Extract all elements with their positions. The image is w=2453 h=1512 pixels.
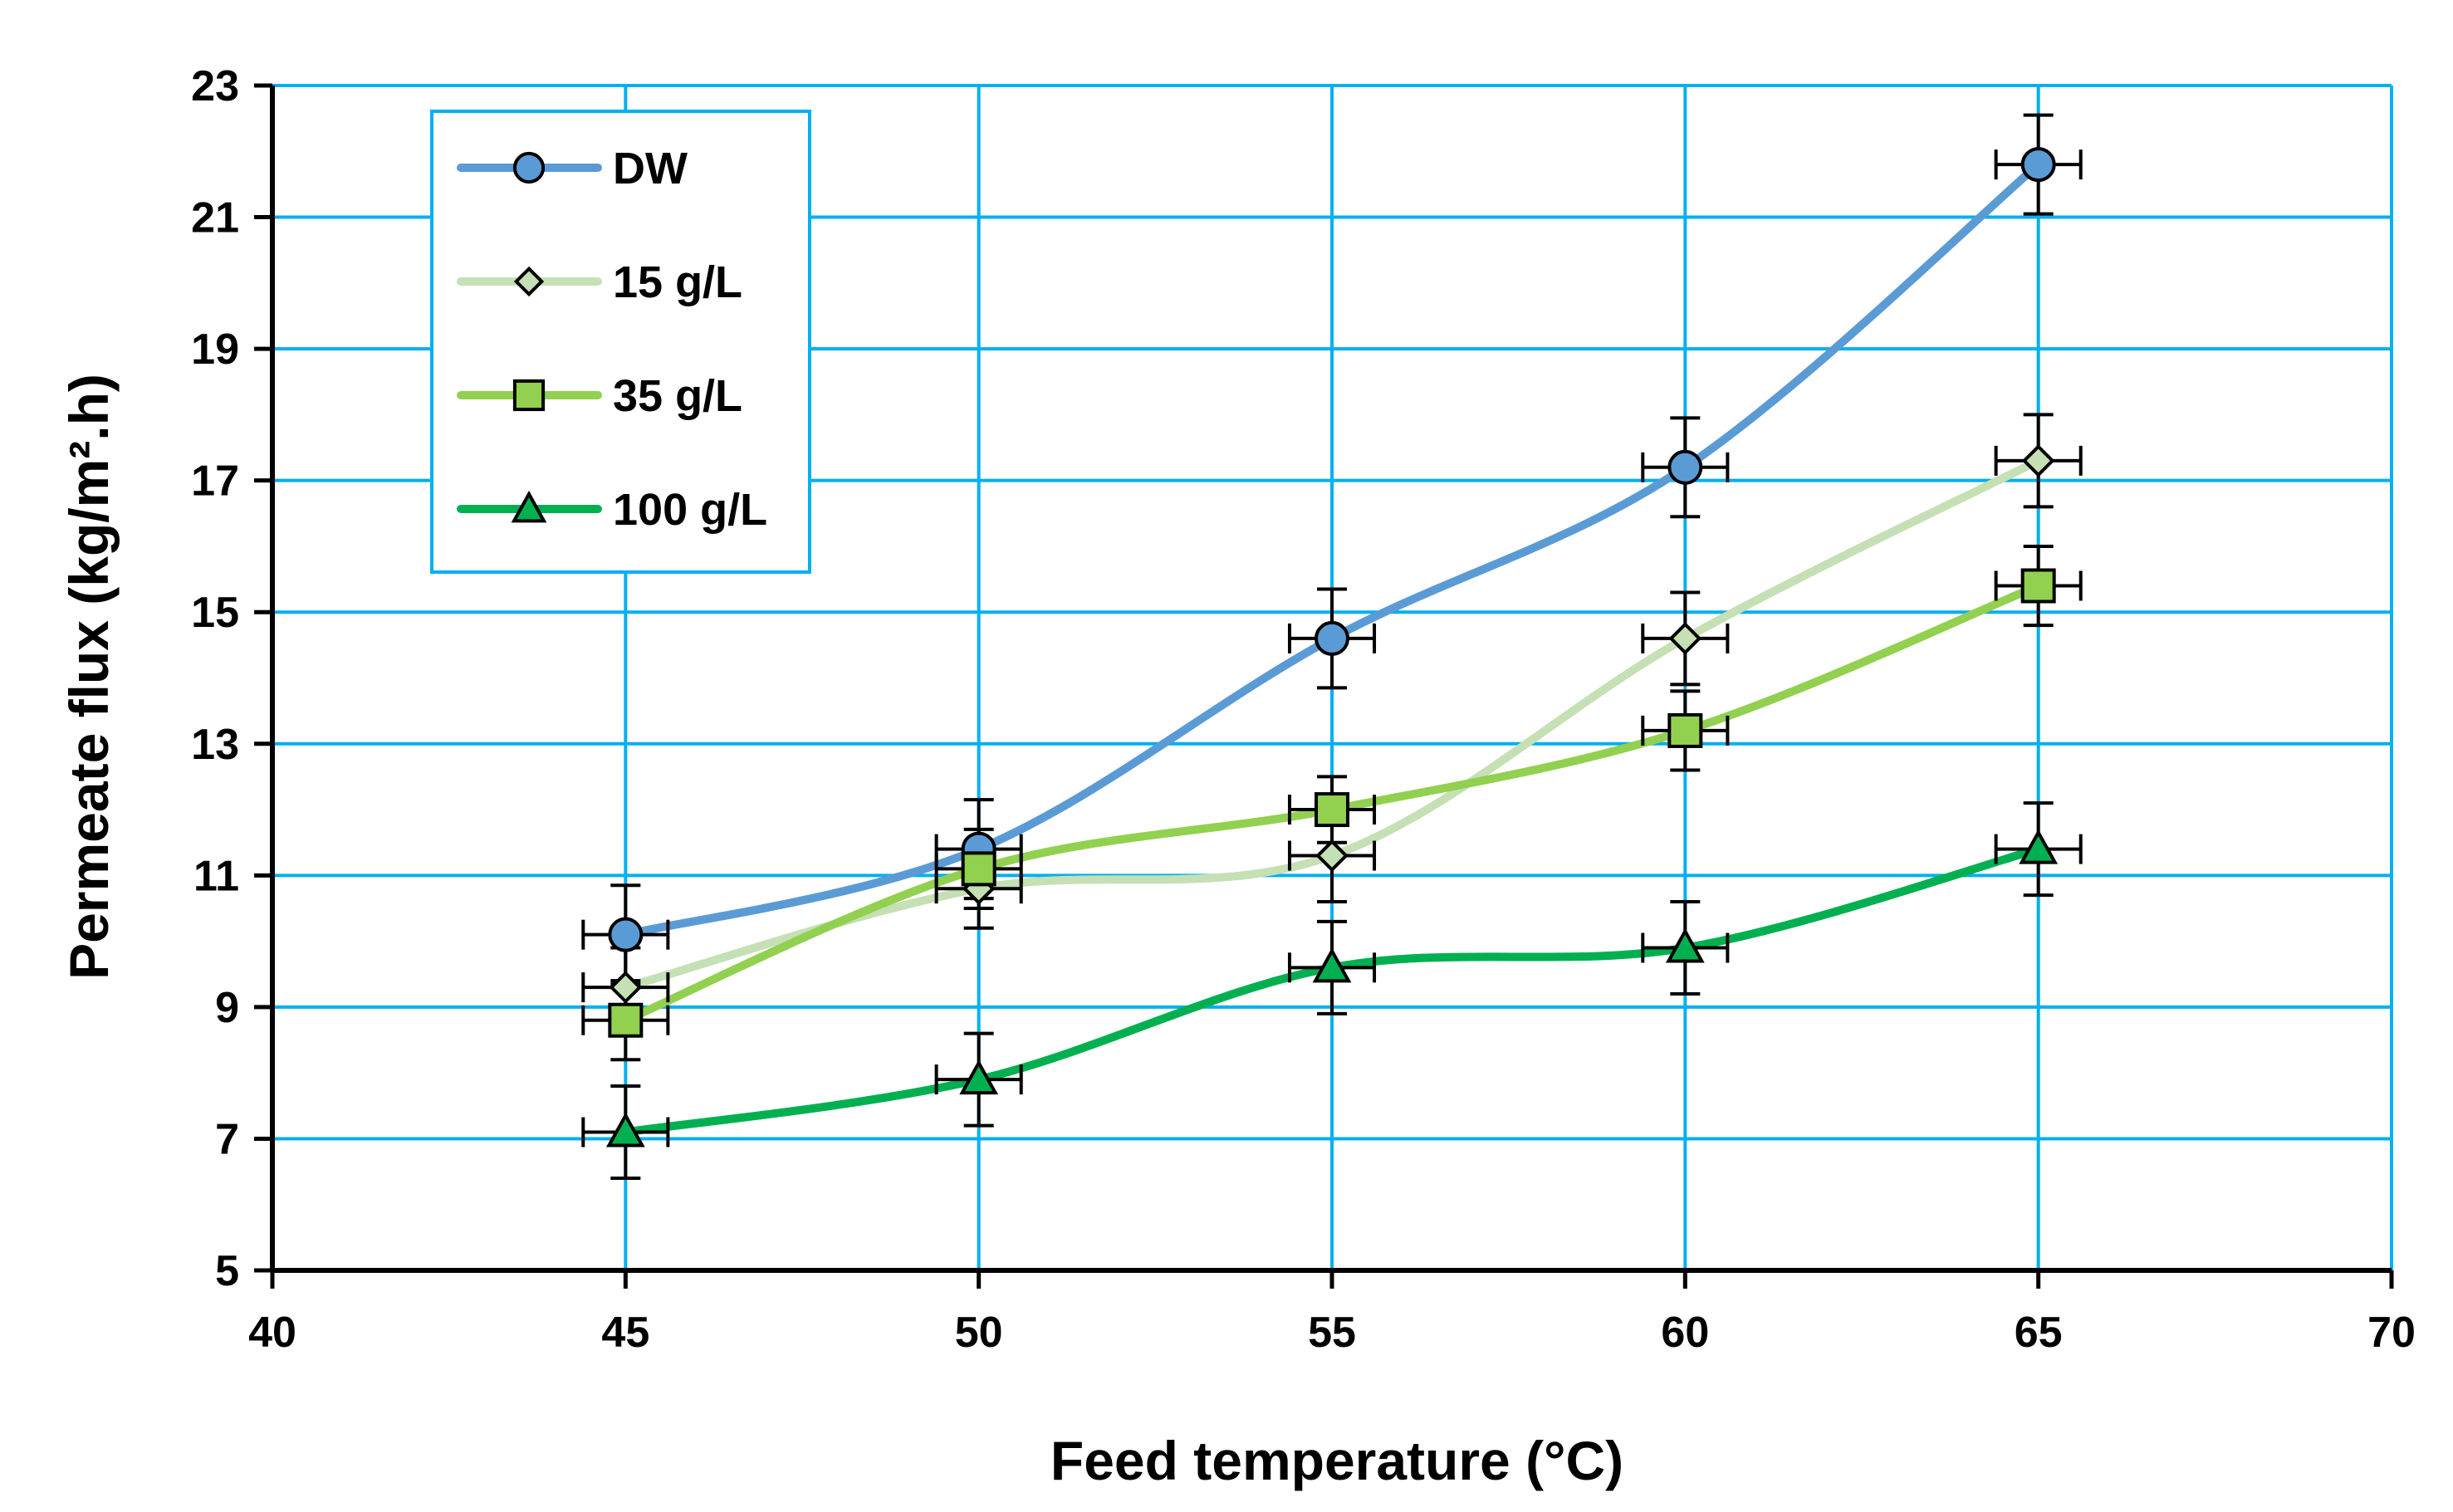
x-tick-labels: 40 45 50 55 60 65 70 [248,1309,2416,1357]
y-tick-label: 9 [215,984,239,1032]
x-tick-label: 55 [1308,1309,1356,1357]
y-tick-label: 19 [191,325,239,374]
x-tick-label: 40 [248,1309,296,1357]
x-tick-label: 50 [955,1309,1003,1357]
marker-triangle [1312,947,1352,983]
y-tick-label: 7 [215,1115,239,1163]
y-tick-label: 13 [191,721,239,769]
marker-circle [2020,147,2056,183]
y-tick-labels: 5 7 9 11 13 15 17 19 21 23 [191,62,239,1295]
x-tick-label: 65 [2015,1309,2063,1357]
y-tick-label: 5 [215,1247,239,1295]
y-tick-label: 17 [191,458,239,506]
legend-box [430,110,811,574]
marker-circle [608,917,644,952]
marker-diamond [609,971,643,1004]
marker-circle [512,151,546,184]
y-tick-label: 15 [191,589,239,637]
x-tick-label: 60 [1661,1309,1709,1357]
marker-triangle [1665,927,1705,963]
y-tick-label: 23 [191,62,239,110]
legend-label: 15 g/L [613,257,742,307]
marker-square [608,1002,644,1038]
y-axis-title: Permeate flux (kg/m².h) [58,374,120,980]
y-tick-label: 11 [193,852,239,900]
x-tick-label: 70 [2367,1309,2416,1357]
marker-diamond [1315,839,1349,873]
x-axis-title: Feed temperature (°C) [1050,1430,1623,1491]
marker-circle [1315,620,1349,656]
plot-series [581,113,2083,1181]
axes [254,83,2394,1289]
marker-triangle [511,490,547,523]
legend-label: DW [613,144,688,193]
legend: DW 15 g/L 35 g/L 100 g/L [430,110,811,574]
marker-square [512,379,546,412]
legend-label: 100 g/L [613,485,767,535]
marker-square [961,851,996,887]
marker-square [1667,712,1703,748]
y-tick-label: 21 [191,194,239,242]
marker-diamond [513,266,545,297]
marker-diamond [1668,622,1702,655]
marker-diamond [2021,444,2055,477]
marker-triangle [605,1112,645,1147]
marker-triangle [959,1059,999,1095]
legend-label: 35 g/L [613,371,742,421]
marker-square [2020,568,2056,604]
marker-square [1315,792,1349,828]
x-tick-label: 45 [601,1309,649,1357]
marker-circle [1667,449,1703,485]
marker-triangle [2019,829,2059,864]
